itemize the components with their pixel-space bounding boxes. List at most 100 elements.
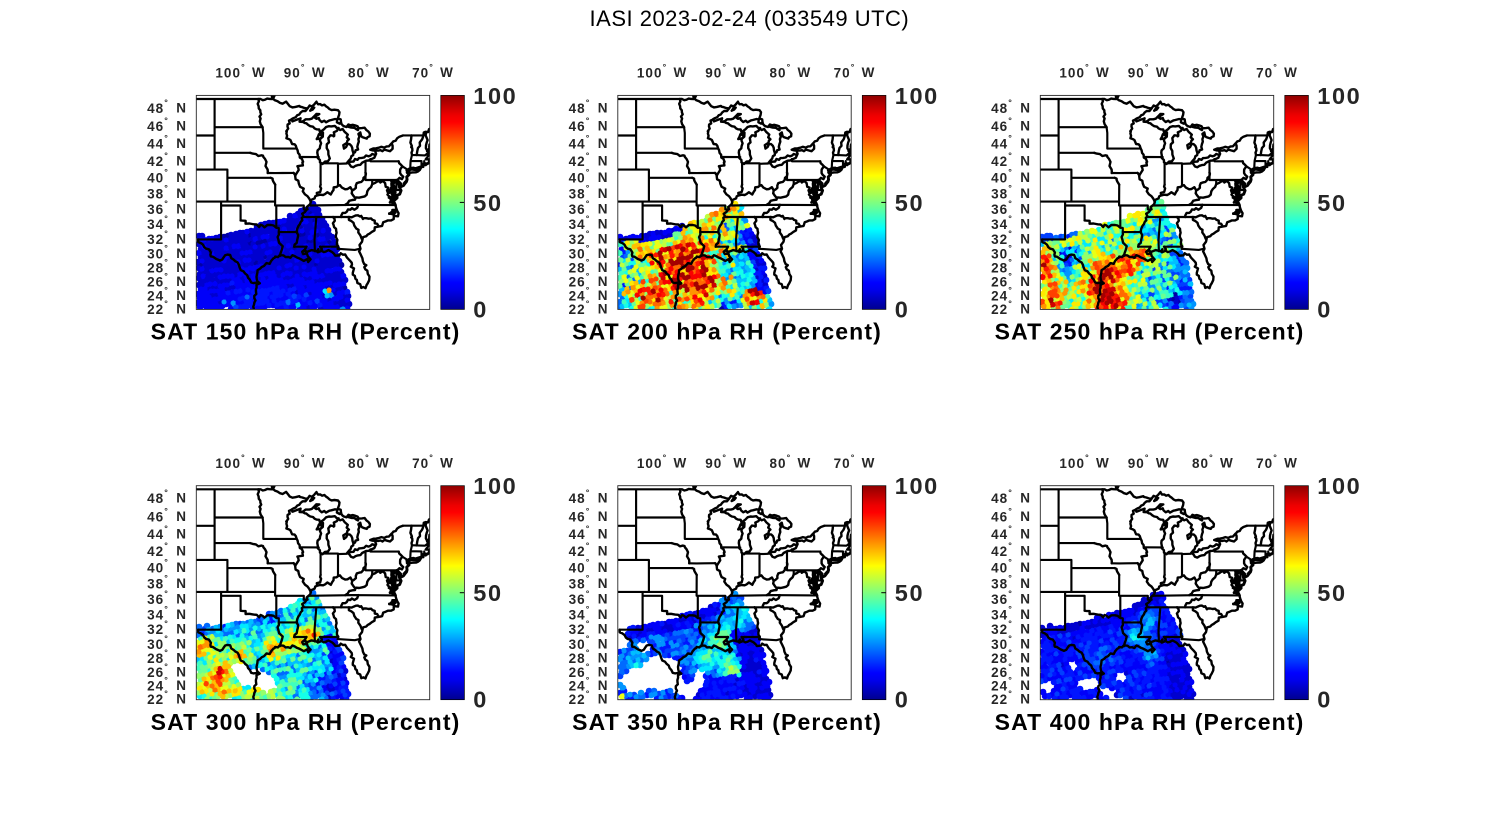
svg-text:70° W: 70° W: [1256, 62, 1298, 81]
svg-text:40° N: 40° N: [147, 557, 187, 576]
svg-text:30° N: 30° N: [147, 633, 187, 652]
svg-text:36° N: 36° N: [147, 198, 187, 217]
svg-text:36° N: 36° N: [569, 198, 609, 217]
svg-text:38° N: 38° N: [569, 183, 609, 202]
svg-text:22° N: 22° N: [569, 298, 609, 317]
svg-text:IASI 2023-02-24 (033549 UTC): IASI 2023-02-24 (033549 UTC): [590, 6, 910, 31]
svg-text:70° W: 70° W: [412, 452, 454, 471]
svg-text:80° W: 80° W: [1192, 452, 1234, 471]
svg-text:80° W: 80° W: [769, 452, 811, 471]
svg-text:44° N: 44° N: [991, 524, 1031, 543]
svg-text:32° N: 32° N: [147, 619, 187, 638]
svg-text:100° W: 100° W: [215, 62, 265, 81]
svg-text:26° N: 26° N: [569, 662, 609, 681]
svg-text:100° W: 100° W: [1059, 62, 1109, 81]
svg-text:30° N: 30° N: [147, 243, 187, 262]
svg-text:50: 50: [473, 580, 502, 606]
svg-text:40° N: 40° N: [991, 167, 1031, 186]
svg-text:48° N: 48° N: [991, 488, 1031, 507]
svg-text:36° N: 36° N: [991, 198, 1031, 217]
svg-text:50: 50: [1317, 190, 1346, 216]
svg-text:80° W: 80° W: [348, 452, 390, 471]
svg-text:24° N: 24° N: [147, 285, 187, 304]
svg-text:80° W: 80° W: [769, 62, 811, 81]
svg-text:34° N: 34° N: [991, 604, 1031, 623]
svg-text:24° N: 24° N: [147, 675, 187, 694]
svg-text:0: 0: [895, 296, 910, 322]
svg-text:SAT 150 hPa RH (Percent): SAT 150 hPa RH (Percent): [151, 319, 461, 345]
svg-text:34° N: 34° N: [569, 604, 609, 623]
svg-text:42° N: 42° N: [147, 150, 187, 169]
svg-text:42° N: 42° N: [569, 541, 609, 560]
svg-text:50: 50: [895, 190, 924, 216]
svg-text:24° N: 24° N: [991, 285, 1031, 304]
svg-text:44° N: 44° N: [569, 133, 609, 152]
svg-text:30° N: 30° N: [569, 633, 609, 652]
svg-text:100° W: 100° W: [1059, 452, 1109, 471]
svg-text:100: 100: [473, 473, 517, 499]
svg-text:44° N: 44° N: [569, 524, 609, 543]
svg-text:80° W: 80° W: [1192, 62, 1234, 81]
svg-text:90° W: 90° W: [1128, 452, 1170, 471]
svg-text:38° N: 38° N: [991, 573, 1031, 592]
svg-text:46° N: 46° N: [147, 506, 187, 525]
svg-text:28° N: 28° N: [147, 257, 187, 276]
svg-text:22° N: 22° N: [991, 689, 1031, 708]
svg-text:40° N: 40° N: [147, 167, 187, 186]
svg-text:90° W: 90° W: [284, 62, 326, 81]
svg-text:30° N: 30° N: [991, 633, 1031, 652]
svg-text:34° N: 34° N: [991, 214, 1031, 233]
svg-text:SAT 250 hPa RH (Percent): SAT 250 hPa RH (Percent): [995, 319, 1305, 345]
svg-text:26° N: 26° N: [991, 271, 1031, 290]
svg-text:32° N: 32° N: [569, 619, 609, 638]
svg-text:38° N: 38° N: [569, 573, 609, 592]
svg-text:22° N: 22° N: [147, 298, 187, 317]
svg-text:0: 0: [473, 687, 488, 713]
svg-text:100: 100: [473, 83, 517, 109]
svg-text:32° N: 32° N: [147, 228, 187, 247]
svg-text:0: 0: [1317, 687, 1332, 713]
svg-text:24° N: 24° N: [991, 675, 1031, 694]
svg-text:100° W: 100° W: [215, 452, 265, 471]
svg-text:26° N: 26° N: [147, 662, 187, 681]
svg-text:24° N: 24° N: [569, 285, 609, 304]
svg-text:100: 100: [895, 83, 939, 109]
svg-text:90° W: 90° W: [705, 452, 747, 471]
svg-text:34° N: 34° N: [147, 214, 187, 233]
svg-text:26° N: 26° N: [991, 662, 1031, 681]
svg-text:100: 100: [895, 473, 939, 499]
svg-text:100: 100: [1317, 83, 1361, 109]
svg-text:44° N: 44° N: [991, 133, 1031, 152]
svg-text:48° N: 48° N: [147, 97, 187, 116]
svg-text:36° N: 36° N: [569, 589, 609, 608]
svg-text:24° N: 24° N: [569, 675, 609, 694]
svg-text:38° N: 38° N: [147, 183, 187, 202]
svg-text:70° W: 70° W: [412, 62, 454, 81]
svg-text:46° N: 46° N: [991, 116, 1031, 135]
svg-text:48° N: 48° N: [569, 97, 609, 116]
svg-text:44° N: 44° N: [147, 524, 187, 543]
svg-text:28° N: 28° N: [569, 648, 609, 667]
svg-text:SAT 300 hPa RH (Percent): SAT 300 hPa RH (Percent): [151, 709, 461, 735]
svg-text:22° N: 22° N: [569, 689, 609, 708]
svg-text:42° N: 42° N: [147, 541, 187, 560]
svg-text:36° N: 36° N: [991, 589, 1031, 608]
svg-text:32° N: 32° N: [991, 228, 1031, 247]
svg-text:42° N: 42° N: [991, 541, 1031, 560]
svg-text:46° N: 46° N: [991, 506, 1031, 525]
svg-text:28° N: 28° N: [569, 257, 609, 276]
svg-text:0: 0: [473, 296, 488, 322]
svg-text:0: 0: [1317, 296, 1332, 322]
svg-text:40° N: 40° N: [569, 557, 609, 576]
svg-text:26° N: 26° N: [569, 271, 609, 290]
svg-text:70° W: 70° W: [1256, 452, 1298, 471]
svg-text:38° N: 38° N: [991, 183, 1031, 202]
svg-text:42° N: 42° N: [569, 150, 609, 169]
svg-text:42° N: 42° N: [991, 150, 1031, 169]
svg-text:SAT 400 hPa RH (Percent): SAT 400 hPa RH (Percent): [995, 709, 1305, 735]
svg-text:SAT 200 hPa RH (Percent): SAT 200 hPa RH (Percent): [572, 319, 882, 345]
svg-text:SAT 350 hPa RH (Percent): SAT 350 hPa RH (Percent): [572, 709, 882, 735]
svg-text:34° N: 34° N: [569, 214, 609, 233]
svg-text:100° W: 100° W: [637, 452, 687, 471]
svg-text:50: 50: [473, 190, 502, 216]
